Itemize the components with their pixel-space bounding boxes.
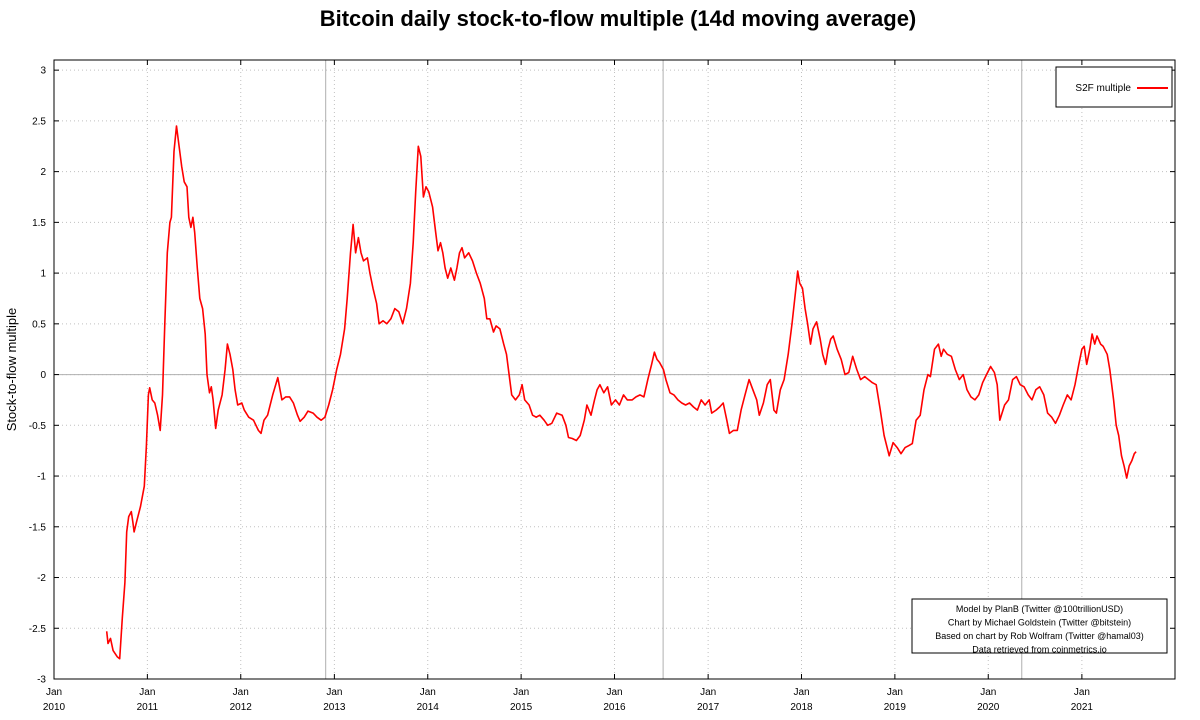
x-tick-label: Jan [46, 687, 62, 698]
x-tick-label: 2019 [884, 702, 907, 713]
y-axis: -3 -2.5 -2 -1.5 -1 -0.5 0 0.5 1 1.5 2 2.5 3 [29, 66, 1175, 686]
x-tick-label: Jan [1074, 687, 1090, 698]
x-tick-label: 2018 [790, 702, 813, 713]
x-tick-label: Jan [700, 687, 716, 698]
y-tick-label: -2 [37, 573, 46, 584]
y-tick-label: 1.5 [32, 218, 46, 229]
x-tick-label: 2017 [697, 702, 720, 713]
x-tick-label: 2015 [510, 702, 533, 713]
y-tick-label: 3 [40, 66, 46, 77]
x-tick-label: 2021 [1071, 702, 1094, 713]
credits-box: Model by PlanB (Twitter @100trillionUSD)… [911, 598, 1168, 655]
x-tick-label: Jan [326, 687, 342, 698]
credit-line: Model by PlanB (Twitter @100trillionUSD) [956, 604, 1123, 614]
x-tick-label: Jan [139, 687, 155, 698]
y-tick-label: -2.5 [29, 624, 47, 635]
x-tick-label: 2020 [977, 702, 1000, 713]
x-tick-label: Jan [420, 687, 436, 698]
x-tick-label: 2010 [43, 702, 66, 713]
y-tick-label: -1.5 [29, 522, 47, 533]
legend: S2F multiple [1055, 66, 1173, 108]
y-axis-label: Stock-to-flow multiple [4, 308, 19, 432]
x-tick-label: Jan [513, 687, 529, 698]
credit-line: Chart by Michael Goldstein (Twitter @bit… [948, 618, 1131, 628]
chart-title: Bitcoin daily stock-to-flow multiple (14… [319, 6, 917, 31]
credits-frame [911, 598, 1168, 654]
x-tick-label: 2016 [603, 702, 626, 713]
x-tick-label: Jan [233, 687, 249, 698]
credit-line: Data retrieved from coinmetrics.io [972, 645, 1107, 655]
x-tick-label: Jan [606, 687, 622, 698]
credit-line: Based on chart by Rob Wolfram (Twitter @… [935, 631, 1144, 641]
grid-layer [53, 60, 1175, 680]
x-tick-label: 2013 [323, 702, 346, 713]
x-tick-label: 2014 [417, 702, 440, 713]
s2f-series-line [105, 125, 1137, 660]
y-tick-label: -0.5 [29, 421, 47, 432]
y-tick-label: 1 [40, 269, 46, 280]
x-tick-label: 2011 [137, 702, 159, 713]
y-tick-label: 2.5 [32, 116, 46, 127]
y-tick-label: 0.5 [32, 319, 46, 330]
y-tick-label: 0 [40, 370, 46, 381]
y-tick-label: -1 [37, 472, 46, 483]
x-tick-label: Jan [887, 687, 903, 698]
x-tick-label: Jan [980, 687, 996, 698]
y-tick-label: 2 [40, 167, 46, 178]
x-axis: Jan2010Jan2011Jan2012Jan2013Jan2014Jan20… [43, 60, 1094, 713]
series-layer [105, 125, 1137, 660]
x-tick-label: 2012 [230, 702, 253, 713]
x-tick-label: Jan [793, 687, 809, 698]
legend-label: S2F multiple [1075, 83, 1131, 94]
y-tick-label: -3 [37, 675, 46, 686]
